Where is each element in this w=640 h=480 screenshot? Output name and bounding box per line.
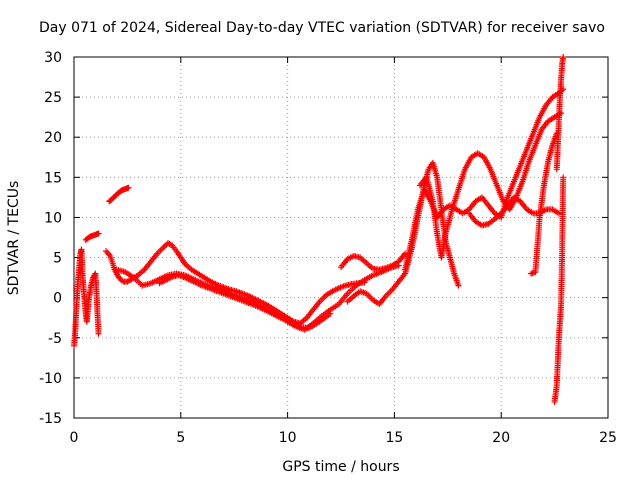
data-points [71, 54, 567, 405]
y-tick-label: -15 [39, 411, 62, 427]
series-track-d [103, 240, 368, 327]
tick-labels: 0 5 10 15 20 25 -15 -10 -5 0 5 10 15 20 25 30 [39, 50, 617, 446]
series-track-k [466, 194, 562, 229]
series-track-b [82, 230, 102, 243]
y-tick-label: 30 [44, 50, 62, 66]
y-tick-label: 5 [53, 251, 62, 267]
y-tick-label: 25 [44, 90, 62, 106]
series-track-m [551, 174, 567, 405]
data-point [555, 210, 562, 217]
y-tick-label: -10 [39, 371, 62, 387]
x-tick-label: 0 [70, 430, 79, 446]
data-point [402, 250, 409, 257]
y-tick-label: 0 [53, 291, 62, 307]
data-point [95, 230, 102, 237]
series-track-n [553, 54, 567, 173]
x-tick-label: 25 [599, 430, 617, 446]
y-tick-label: 15 [44, 170, 62, 186]
data-point [125, 184, 132, 191]
x-tick-label: 10 [279, 430, 297, 446]
axis-ticks [73, 56, 609, 419]
series-track-f [156, 272, 334, 332]
grid [74, 57, 608, 418]
y-axis-label: SDTVAR / TECUs [6, 181, 22, 296]
data-point [560, 54, 567, 60]
series-track-l [528, 130, 560, 277]
y-tick-label: 20 [44, 130, 62, 146]
x-tick-label: 15 [385, 430, 403, 446]
y-tick-label: -5 [48, 331, 62, 347]
data-point [455, 282, 462, 289]
data-point [327, 310, 334, 317]
chart-title: Day 071 of 2024, Sidereal Day-to-day VTE… [39, 20, 605, 36]
series-track-j [417, 110, 565, 261]
data-point [560, 174, 567, 181]
series-track-g [338, 250, 409, 273]
y-tick-label: 10 [44, 210, 62, 226]
plot-frame [73, 56, 609, 419]
data-point [95, 330, 102, 337]
x-tick-label: 5 [176, 430, 185, 446]
x-axis-label: GPS time / hours [282, 459, 399, 475]
series-track-a [71, 246, 102, 349]
x-tick-label: 20 [492, 430, 510, 446]
series-track-c [106, 184, 132, 205]
